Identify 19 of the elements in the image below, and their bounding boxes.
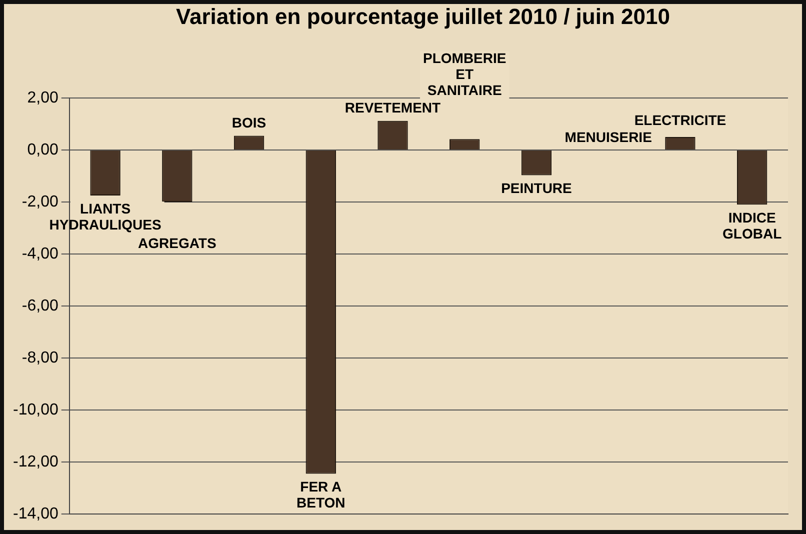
x-tick-label: REVETEMENT (344, 100, 442, 116)
y-tick-label: -2,00 (22, 193, 58, 210)
y-tick-label: -14,00 (12, 505, 58, 522)
x-tick-label: MENUISERIE (564, 128, 652, 145)
x-tick-label: AGREGATS (138, 234, 216, 251)
y-tick-label: -6,00 (22, 297, 58, 314)
chart-title: Variation en pourcentage juillet 2010 / juin 2010 (175, 4, 671, 31)
x-tick-label: ELECTRICITE (634, 112, 726, 128)
y-tick-label: -12,00 (12, 453, 58, 470)
y-tick-label: 2,00 (27, 89, 58, 106)
y-tick-label: -8,00 (22, 349, 58, 366)
x-tick-label: PEINTURE (501, 180, 572, 196)
y-tick-label: -4,00 (22, 245, 58, 262)
y-tick-label: 0,00 (27, 141, 58, 158)
x-tick-label: PLOMBERIE ET SANITAIRE (423, 50, 506, 98)
x-tick-label: INDICE GLOBAL (722, 209, 782, 242)
x-tick-label: FER A BETON (296, 478, 346, 511)
x-tick-label: BOIS (232, 114, 266, 131)
y-tick-label: -10,00 (12, 401, 58, 418)
